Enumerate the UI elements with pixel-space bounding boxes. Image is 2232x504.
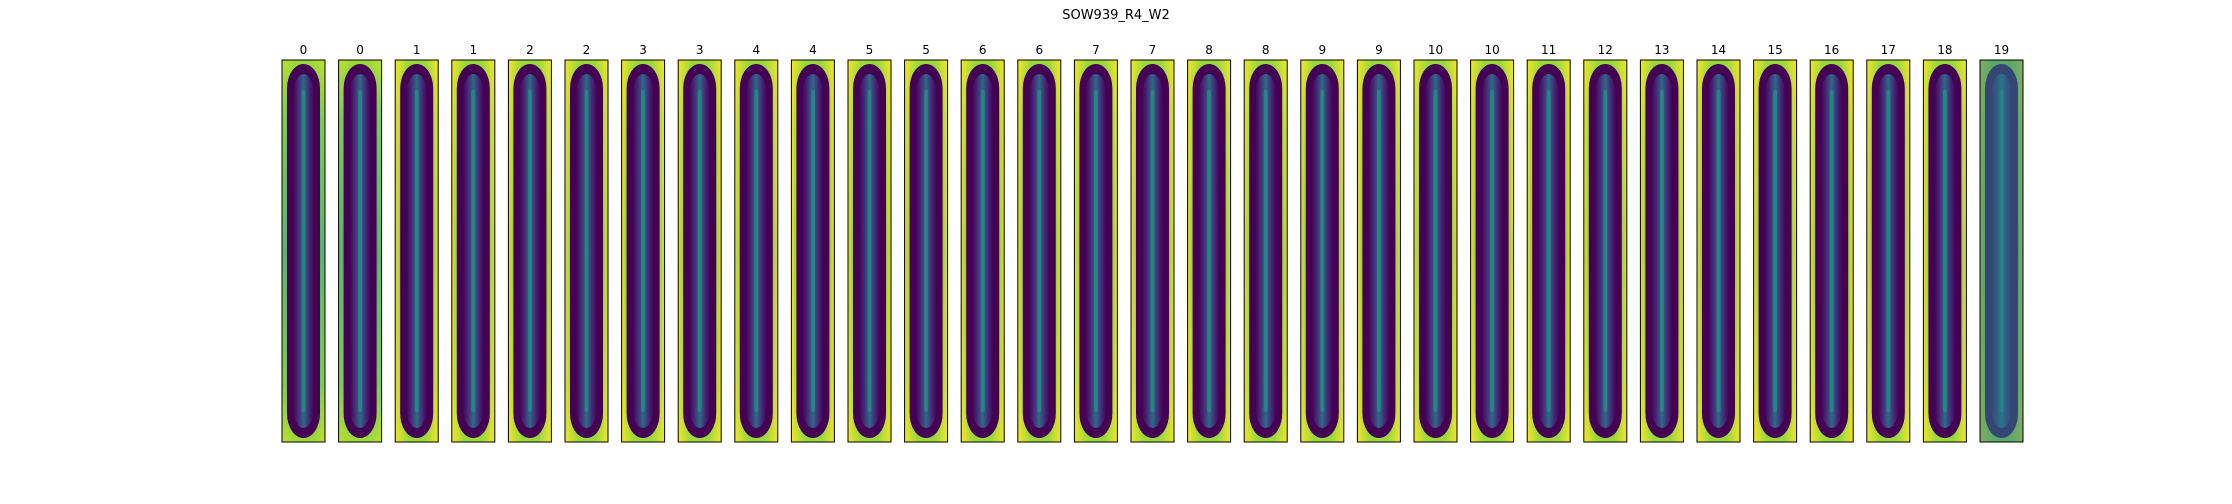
figure-title: SOW939_R4_W2 <box>1062 8 1170 23</box>
panel-title: 4 <box>809 43 817 57</box>
panel-title: 12 <box>1598 43 1613 57</box>
heatmap-panel: 12 <box>1583 43 1628 443</box>
panel-frame <box>621 59 666 443</box>
panel-title: 10 <box>1484 43 1499 57</box>
heatmap-panel: 5 <box>904 43 949 443</box>
panel-frame <box>677 59 722 443</box>
panel-frame <box>338 59 383 443</box>
panel-title: 13 <box>1654 43 1669 57</box>
heatmap-panel: 15 <box>1753 43 1798 443</box>
panel-frame <box>1866 59 1911 443</box>
heatmap-panel: 10 <box>1470 43 1515 443</box>
heatmap-panel: 5 <box>847 43 892 443</box>
panel-frame <box>1639 59 1684 443</box>
heatmap-panel: 1 <box>394 43 439 443</box>
panel-frame <box>1526 59 1571 443</box>
panel-title: 15 <box>1767 43 1782 57</box>
panel-title: 19 <box>1994 43 2009 57</box>
panel-title: 18 <box>1937 43 1952 57</box>
panel-title: 9 <box>1318 43 1326 57</box>
panel-frame <box>1413 59 1458 443</box>
heatmap-panel: 4 <box>790 43 835 443</box>
panel-title: 7 <box>1149 43 1157 57</box>
panel-title: 5 <box>866 43 874 57</box>
heatmap-panel: 17 <box>1866 43 1911 443</box>
panel-frame <box>1017 59 1062 443</box>
panel-frame <box>1243 59 1288 443</box>
panel-title: 6 <box>1035 43 1043 57</box>
heatmap-panel: 9 <box>1300 43 1345 443</box>
panel-title: 2 <box>583 43 591 57</box>
heatmap-panel: 13 <box>1639 43 1684 443</box>
panel-title: 8 <box>1262 43 1270 57</box>
panel-frame <box>507 59 552 443</box>
panel-title: 7 <box>1092 43 1100 57</box>
panel-frame <box>960 59 1005 443</box>
heatmap-panel: 0 <box>281 43 326 443</box>
heatmap-panel: 18 <box>1922 43 1967 443</box>
panel-frame <box>1300 59 1345 443</box>
panel-title: 6 <box>979 43 987 57</box>
panel-title: 2 <box>526 43 534 57</box>
panel-frame <box>1809 59 1854 443</box>
heatmap-panel: 8 <box>1187 43 1232 443</box>
panel-frame <box>847 59 892 443</box>
panel-title: 17 <box>1881 43 1896 57</box>
heatmap-panel: 2 <box>507 43 552 443</box>
panel-frame <box>790 59 835 443</box>
panel-title: 9 <box>1375 43 1383 57</box>
heatmap-panel: 16 <box>1809 43 1854 443</box>
heatmap-panel: 10 <box>1413 43 1458 443</box>
panel-title: 0 <box>356 43 364 57</box>
panel-title: 1 <box>413 43 421 57</box>
panel-frame <box>1583 59 1628 443</box>
panel-frame <box>281 59 326 443</box>
heatmap-panel: 19 <box>1979 43 2024 443</box>
panel-frame <box>1073 59 1118 443</box>
panel-title: 1 <box>469 43 477 57</box>
panel-title: 16 <box>1824 43 1839 57</box>
panel-title: 14 <box>1711 43 1726 57</box>
panel-frame <box>1187 59 1232 443</box>
panel-frame <box>734 59 779 443</box>
heatmap-panel: 1 <box>451 43 496 443</box>
panel-frame <box>1922 59 1967 443</box>
panel-frame <box>564 59 609 443</box>
heatmap-panel: 0 <box>338 43 383 443</box>
heatmap-panel: 6 <box>960 43 1005 443</box>
heatmap-panel: 4 <box>734 43 779 443</box>
panel-title: 11 <box>1541 43 1556 57</box>
panel-frame <box>1753 59 1798 443</box>
panel-title: 8 <box>1205 43 1213 57</box>
heatmap-panel: 2 <box>564 43 609 443</box>
heatmap-panel: 14 <box>1696 43 1741 443</box>
heatmap-panel: 7 <box>1130 43 1175 443</box>
panel-title: 10 <box>1428 43 1443 57</box>
panel-title: 3 <box>639 43 647 57</box>
panel-frame <box>394 59 439 443</box>
heatmap-panel: 11 <box>1526 43 1571 443</box>
heatmap-panel: 7 <box>1073 43 1118 443</box>
panel-frame <box>904 59 949 443</box>
heatmap-panel: 6 <box>1017 43 1062 443</box>
panel-frame <box>1470 59 1515 443</box>
panel-frame <box>1356 59 1401 443</box>
panel-frame <box>451 59 496 443</box>
panel-title: 5 <box>922 43 930 57</box>
panel-title: 0 <box>300 43 308 57</box>
heatmap-panel: 9 <box>1356 43 1401 443</box>
heatmap-panel: 3 <box>621 43 666 443</box>
panel-frame <box>1130 59 1175 443</box>
heatmap-panel: 8 <box>1243 43 1288 443</box>
panel-title: 3 <box>696 43 704 57</box>
heatmap-panel: 3 <box>677 43 722 443</box>
panel-title: 4 <box>752 43 760 57</box>
panel-frame <box>1696 59 1741 443</box>
panel-frame <box>1979 59 2024 443</box>
